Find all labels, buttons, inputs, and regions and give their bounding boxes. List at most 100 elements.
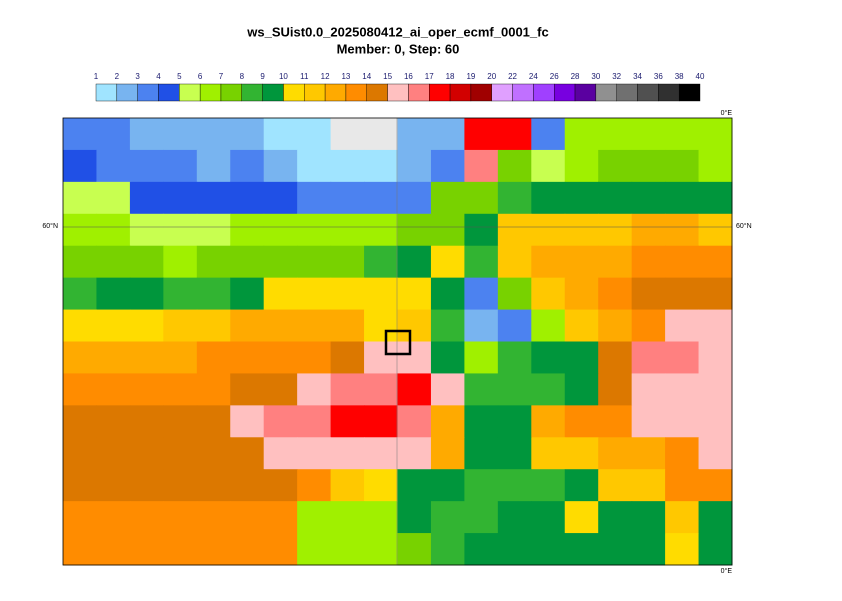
field-cell	[464, 118, 499, 151]
field-cell	[497, 181, 532, 215]
field-cell	[364, 118, 398, 151]
colorbar-box	[241, 83, 263, 102]
field-cell	[531, 149, 566, 183]
field-cell	[665, 373, 700, 406]
colorbar-label: 19	[466, 72, 475, 81]
field-cell	[196, 118, 231, 151]
field-cell	[464, 373, 499, 406]
colorbar-label: 38	[675, 72, 684, 81]
field-cell	[330, 181, 365, 215]
field-cell	[330, 277, 365, 311]
field-cell	[464, 309, 499, 342]
colorbar-box	[429, 83, 451, 102]
field-cell	[63, 118, 97, 151]
field-cell	[631, 277, 666, 311]
field-cell	[230, 118, 265, 151]
field-cell	[598, 309, 633, 342]
field-cell	[163, 341, 198, 374]
field-cell	[464, 501, 499, 534]
field-cell	[631, 181, 666, 215]
field-cell	[497, 469, 532, 502]
field-cell	[497, 118, 532, 151]
field-cell	[464, 469, 499, 502]
field-cell	[698, 277, 733, 311]
field-cell	[598, 341, 633, 374]
field-cell	[129, 118, 164, 151]
field-cell	[96, 437, 131, 470]
field-cell	[163, 213, 198, 247]
field-cell	[129, 373, 164, 406]
field-cell	[297, 118, 332, 151]
field-cell	[531, 437, 566, 470]
field-cell	[330, 149, 365, 183]
field-cell	[364, 245, 398, 279]
field-cell	[564, 373, 599, 406]
field-cell	[330, 245, 365, 279]
field-cell	[129, 277, 164, 311]
colorbar-box	[262, 83, 284, 102]
field-cell	[631, 213, 666, 247]
field-cell	[163, 533, 198, 566]
field-cell	[698, 533, 733, 566]
field-cell	[297, 277, 332, 311]
field-cell	[63, 341, 97, 374]
field-cell	[430, 277, 465, 311]
field-cell	[163, 245, 198, 279]
field-cell	[96, 405, 131, 438]
field-cell	[330, 373, 365, 406]
colorbar-label: 7	[219, 72, 224, 81]
field-cell	[564, 501, 599, 534]
map-frame	[62, 117, 733, 566]
field-cell	[531, 469, 566, 502]
field-cell	[263, 405, 298, 438]
field-cell	[430, 309, 465, 342]
field-cell	[330, 501, 365, 534]
field-cell	[330, 118, 365, 151]
field-cell	[230, 501, 265, 534]
field-cell	[598, 469, 633, 502]
field-cell	[163, 437, 198, 470]
colorbar-label: 11	[300, 72, 309, 81]
colorbar-label: 32	[612, 72, 621, 81]
lon-label-bottom: 0°E	[721, 567, 733, 575]
field-cell	[196, 309, 231, 342]
field-cell	[698, 213, 733, 247]
field-cell	[698, 149, 733, 183]
field-cell	[564, 245, 599, 279]
field-cell	[230, 277, 265, 311]
field-cell	[263, 437, 298, 470]
field-cell	[430, 245, 465, 279]
field-cell	[430, 118, 465, 151]
field-cell	[297, 149, 332, 183]
colorbar-box	[137, 83, 159, 102]
field-cell	[230, 373, 265, 406]
field-cell	[397, 309, 432, 342]
field-cell	[364, 405, 398, 438]
field-cell	[497, 149, 532, 183]
field-cell	[497, 373, 532, 406]
field-cell	[364, 341, 398, 374]
field-cell	[129, 309, 164, 342]
colorbar-box	[220, 83, 242, 102]
field-cell	[230, 149, 265, 183]
field-cell	[330, 213, 365, 247]
field-cell	[531, 405, 566, 438]
field-cell	[564, 213, 599, 247]
field-cell	[631, 437, 666, 470]
field-cell	[96, 118, 131, 151]
field-cell	[263, 118, 298, 151]
field-cell	[196, 405, 231, 438]
field-cell	[698, 437, 733, 470]
field-cell	[63, 533, 97, 566]
colorbar-box	[574, 83, 597, 102]
field-cell	[564, 405, 599, 438]
field-cell	[364, 213, 398, 247]
field-cell	[96, 373, 131, 406]
field-cell	[531, 533, 566, 566]
field-cell	[631, 245, 666, 279]
field-cell	[497, 213, 532, 247]
field-cell	[665, 309, 700, 342]
field-cell	[430, 149, 465, 183]
field-cell	[297, 405, 332, 438]
